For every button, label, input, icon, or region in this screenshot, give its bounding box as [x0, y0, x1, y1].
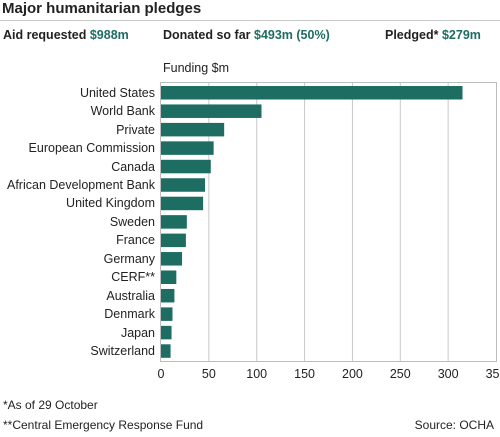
category-label: United States [79, 85, 155, 100]
bar-world-bank [161, 104, 262, 118]
footnote-as-of: *As of 29 October [3, 398, 98, 412]
bar-germany [161, 252, 183, 266]
category-label: World Bank [90, 104, 155, 119]
stat-donated-label: Donated so far [163, 28, 251, 42]
category-label: United Kingdom [66, 196, 155, 211]
source-credit: Source: OCHA [414, 418, 494, 432]
bar-switzerland [161, 344, 171, 358]
bar-canada [161, 159, 211, 174]
category-label: Australia [106, 288, 155, 303]
x-tick-label: 200 [341, 367, 363, 381]
chart-title: Major humanitarian pledges [2, 0, 202, 17]
bar-australia [161, 288, 175, 303]
stat-donated-value: $493m (50%) [254, 28, 330, 42]
stat-pledged-label: Pledged* [385, 28, 439, 42]
bar-united-kingdom [161, 196, 204, 211]
bar-japan [161, 325, 172, 340]
bar-united-states [161, 86, 463, 100]
category-label: African Development Bank [7, 178, 155, 192]
x-tick-label: 150 [294, 367, 315, 381]
bar-chart [161, 83, 463, 361]
category-label: Sweden [109, 214, 155, 229]
stat-donated: Donated so far $493m (50%) [163, 28, 330, 42]
stat-aid-value: $988m [89, 28, 129, 42]
plot-area [160, 82, 497, 362]
bar-african-development-bank [161, 178, 206, 192]
category-label: Canada [111, 159, 155, 174]
category-label: France [116, 233, 155, 248]
x-tick-label: 0 [157, 367, 165, 381]
bar-france [161, 233, 186, 248]
x-tick-label: 100 [246, 367, 268, 381]
x-tick-label: 50 [201, 367, 216, 381]
category-label: Switzerland [90, 344, 155, 359]
category-label: CERF** [111, 270, 155, 285]
bar-cerf [161, 270, 177, 284]
category-label: Denmark [104, 307, 155, 322]
footnote-cerf: **Central Emergency Response Fund [3, 418, 204, 432]
category-label: Japan [120, 325, 155, 340]
stat-aid-label: Aid requested [3, 28, 87, 42]
x-tick-label: 350 [485, 367, 500, 381]
axis-unit-label: Funding $m [163, 61, 230, 75]
x-tick-label: 300 [437, 367, 459, 381]
stat-pledged: Pledged* $279m [385, 28, 481, 42]
stat-pledged-value: $279m [441, 28, 481, 42]
bar-denmark [161, 307, 173, 321]
x-tick-label: 250 [389, 367, 411, 381]
bar-private [161, 122, 225, 137]
bar-european-commission [161, 141, 214, 155]
stat-aid-requested: Aid requested $988m [3, 28, 129, 42]
category-label: Private [116, 122, 155, 137]
category-label: Germany [103, 251, 155, 266]
bar-sweden [161, 215, 187, 229]
title-divider [0, 20, 500, 21]
category-label: European Commission [28, 141, 155, 156]
